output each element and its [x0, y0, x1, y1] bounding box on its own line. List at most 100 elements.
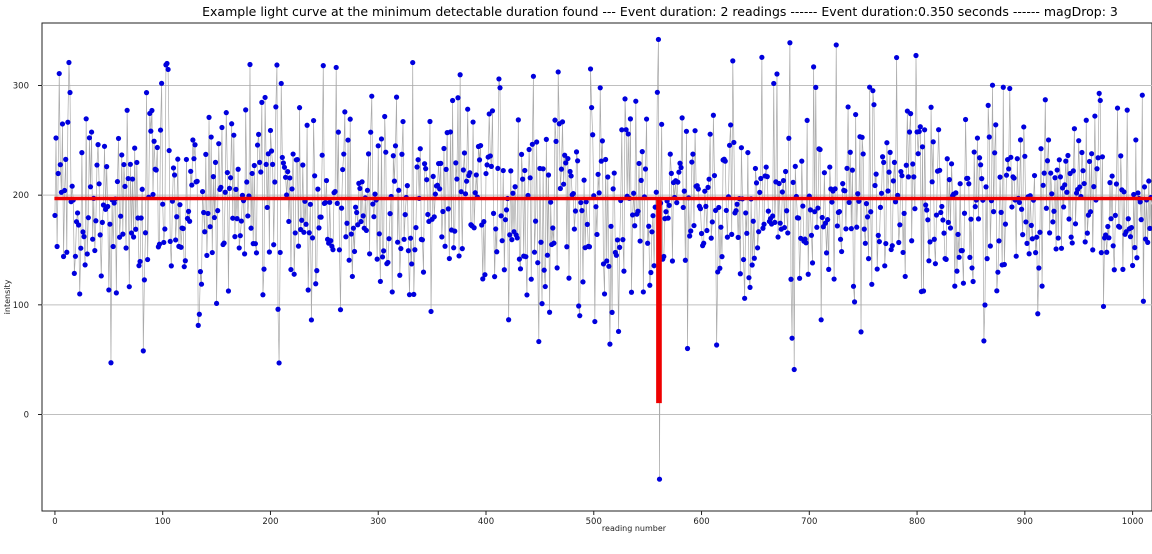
data-point: [295, 243, 302, 249]
data-point: [171, 172, 178, 178]
data-point: [1038, 146, 1044, 152]
data-point: [223, 110, 229, 116]
data-point: [978, 162, 984, 168]
data-point: [497, 85, 503, 91]
data-point: [115, 135, 122, 142]
data-point: [708, 235, 714, 241]
data-point: [1118, 153, 1124, 159]
data-point: [266, 249, 272, 255]
data-point: [254, 142, 261, 148]
data-point: [1087, 209, 1094, 215]
data-point: [874, 266, 880, 272]
plot-area: [41, 22, 1152, 512]
data-point: [795, 215, 802, 221]
data-point: [553, 138, 559, 144]
data-point: [908, 111, 914, 117]
data-point: [419, 237, 426, 243]
data-point: [926, 258, 932, 264]
data-point: [1084, 230, 1090, 236]
data-point: [164, 60, 170, 67]
data-point: [989, 82, 996, 88]
data-point: [243, 107, 249, 113]
data-point: [461, 150, 468, 156]
data-point: [231, 132, 237, 138]
data-point: [948, 161, 955, 167]
data-point: [229, 121, 235, 127]
data-point: [272, 179, 278, 185]
data-point: [638, 177, 644, 183]
data-point: [611, 170, 617, 176]
data-point: [98, 273, 104, 279]
data-point: [1107, 180, 1113, 186]
data-point: [892, 199, 899, 205]
data-point: [915, 151, 921, 157]
data-point: [473, 172, 479, 178]
data-point: [472, 190, 478, 196]
data-point: [845, 104, 851, 110]
data-point: [623, 127, 629, 133]
data-point: [1008, 154, 1014, 160]
data-point: [478, 142, 484, 149]
data-point: [162, 226, 168, 232]
data-point: [534, 139, 540, 145]
data-point: [924, 207, 930, 213]
data-point: [831, 276, 837, 282]
data-point: [567, 168, 573, 175]
data-point: [817, 146, 823, 153]
data-point: [809, 260, 816, 266]
data-point: [646, 223, 652, 229]
data-point: [620, 237, 626, 243]
data-point: [285, 169, 291, 175]
data-point: [593, 204, 599, 210]
data-point: [723, 207, 729, 214]
data-point: [859, 134, 865, 140]
data-point: [205, 210, 211, 217]
data-point: [198, 281, 205, 287]
data-point: [681, 188, 687, 194]
data-point: [237, 233, 243, 239]
data-point: [716, 204, 722, 211]
data-point: [296, 105, 303, 111]
data-point: [564, 244, 570, 250]
data-point: [1145, 239, 1151, 245]
data-point: [916, 128, 922, 135]
data-point: [65, 119, 71, 125]
data-point: [369, 93, 375, 99]
data-point: [320, 63, 326, 69]
data-point: [210, 174, 216, 180]
data-point: [1058, 245, 1065, 251]
data-point: [86, 135, 93, 141]
data-point: [239, 192, 246, 198]
data-point: [140, 348, 146, 354]
data-point: [492, 274, 498, 280]
data-point: [85, 215, 91, 221]
data-point: [682, 257, 688, 263]
data-point: [572, 208, 579, 214]
data-point: [181, 264, 187, 270]
data-point: [502, 217, 508, 223]
data-point: [639, 149, 645, 155]
data-point: [548, 199, 554, 205]
data-point: [580, 279, 586, 285]
data-point: [884, 140, 890, 146]
data-point: [751, 255, 757, 261]
data-point: [76, 222, 82, 228]
data-point: [230, 215, 236, 221]
data-point: [185, 208, 192, 214]
data-point: [407, 235, 414, 241]
data-point: [114, 178, 121, 185]
data-point: [532, 218, 539, 224]
data-point: [119, 152, 125, 158]
data-point: [363, 227, 369, 234]
data-point: [359, 179, 365, 185]
data-point: [79, 150, 85, 156]
data-point: [258, 169, 264, 175]
data-point: [803, 240, 809, 246]
data-point: [705, 184, 711, 190]
data-point: [501, 267, 507, 273]
data-point: [823, 250, 830, 256]
data-point: [947, 225, 954, 231]
data-point: [449, 97, 456, 104]
data-point: [997, 174, 1003, 180]
